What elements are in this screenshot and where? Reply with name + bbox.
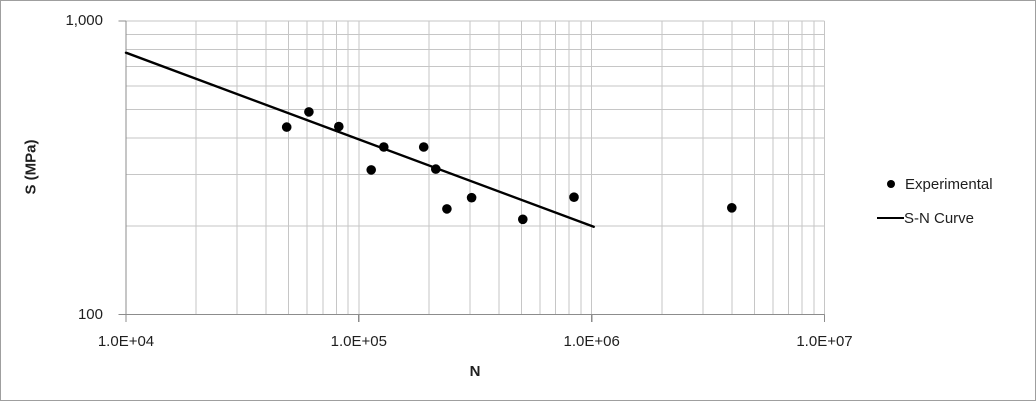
x-axis-title: N	[469, 363, 481, 380]
legend: Experimental S-N Curve	[877, 167, 993, 235]
data-point	[466, 192, 477, 203]
legend-label-sn-curve: S-N Curve	[904, 209, 975, 227]
data-point	[304, 107, 314, 117]
legend-item-sn-curve: S-N Curve	[877, 201, 993, 235]
data-point	[418, 142, 429, 152]
data-point	[727, 203, 737, 213]
data-point	[334, 121, 344, 132]
data-point	[366, 165, 377, 175]
data-point	[281, 122, 292, 132]
legend-item-experimental: Experimental	[877, 167, 993, 201]
scatter-marker-icon	[887, 180, 895, 188]
data-point	[569, 192, 579, 202]
legend-label-experimental: Experimental	[905, 175, 993, 193]
line-marker-icon	[877, 217, 904, 219]
data-point	[518, 214, 528, 225]
data-point	[442, 204, 452, 214]
y-axis-title: S (MPa)	[22, 139, 40, 195]
sn-curve-line	[124, 51, 595, 228]
